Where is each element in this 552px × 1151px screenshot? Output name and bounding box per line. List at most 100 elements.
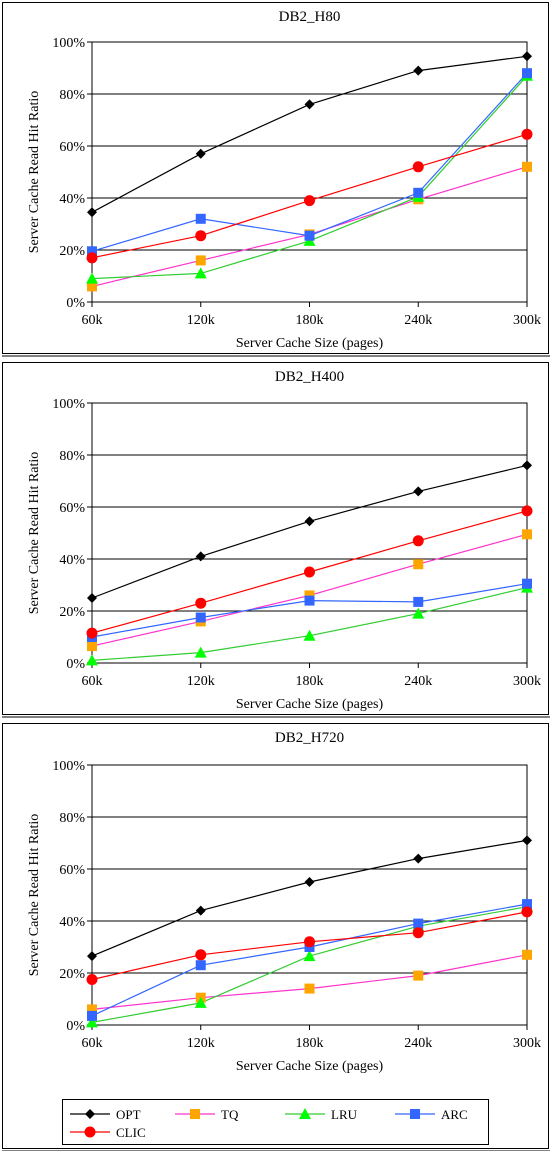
x-tick-label: 60k [82, 674, 103, 689]
chart-panel-2: 0% 20% 40% 60% 80% 100% 60k 120k 180k 240k 300k DB2… [2, 362, 550, 718]
legend-item-opt: OPT [70, 1107, 141, 1122]
chart-panel-1: 0% 20% 40% 60% 80% 100% 60k 120k 180k 240k 300k DB2… [2, 2, 550, 357]
data-point-opt [87, 593, 97, 603]
data-point-arc [195, 960, 206, 971]
y-tick-label: 60% [59, 501, 85, 516]
data-point-clic [521, 906, 533, 918]
data-point-opt [87, 207, 97, 218]
legend-label: ARC [441, 1107, 468, 1122]
data-point-arc [522, 578, 532, 589]
series-line [91, 464, 528, 599]
y-axis-label: Server Cache Read Hit Ratio [27, 814, 42, 977]
x-axis-label: Server Cache Size (pages) [236, 336, 384, 351]
series-line [91, 533, 528, 647]
x-axis-label: Server Cache Size (pages) [236, 1059, 384, 1074]
y-tick-label: 100% [52, 36, 85, 51]
series-markers-opt [87, 51, 532, 218]
data-point-lru [303, 950, 316, 962]
data-point-clic [195, 230, 207, 242]
x-tick-label: 120k [187, 313, 215, 328]
data-point-lru [86, 1016, 98, 1028]
data-point-lru [86, 272, 98, 284]
data-point-tq [195, 255, 206, 266]
series-line [91, 954, 528, 1010]
series-markers-lru [86, 581, 533, 666]
x-tick-label: 180k [296, 313, 324, 328]
data-point-tq [522, 529, 532, 540]
plot-area [91, 41, 528, 303]
data-point-opt [304, 516, 315, 527]
data-point-opt [195, 148, 206, 159]
y-tick-label: 40% [59, 192, 85, 207]
data-point-lru [194, 996, 207, 1008]
data-point-opt [522, 835, 532, 846]
legend-item-tq: TQ [175, 1107, 239, 1122]
y-tick-label: 80% [59, 88, 85, 103]
data-point-clic [521, 505, 533, 517]
y-axis-label: Server Cache Read Hit Ratio [27, 91, 42, 254]
data-point-arc [413, 596, 424, 607]
y-tick-label: 0% [66, 657, 85, 672]
y-tick-label: 80% [59, 449, 85, 464]
series-line [91, 166, 528, 287]
chart-title: DB2_H80 [279, 9, 341, 25]
legend: OPT TQ LRU ARC CLIC [62, 1099, 489, 1145]
series-tq [91, 166, 528, 287]
legend-label: OPT [116, 1107, 141, 1122]
data-point-clic [304, 195, 315, 207]
data-point-clic [195, 597, 207, 609]
data-point-tq [87, 641, 97, 652]
y-axis-label: Server Cache Read Hit Ratio [27, 452, 42, 615]
data-point-opt [522, 51, 532, 62]
legend-item-arc: ARC [395, 1107, 468, 1122]
chart-title: DB2_H720 [275, 730, 344, 746]
data-point-clic [86, 627, 98, 639]
data-point-tq [304, 983, 315, 994]
legend-marker [85, 1109, 95, 1119]
data-point-clic [195, 949, 207, 961]
legend-item-lru: LRU [285, 1107, 358, 1122]
data-point-lru [194, 267, 207, 279]
x-tick-label: 240k [404, 1036, 432, 1051]
data-point-opt [413, 65, 424, 76]
x-tick-label: 60k [82, 313, 103, 328]
x-tick-label: 240k [404, 313, 432, 328]
y-tick-label: 0% [66, 296, 85, 311]
data-point-lru [412, 607, 425, 619]
series-opt [91, 464, 528, 599]
legend-label: CLIC [116, 1125, 146, 1140]
data-point-clic [304, 936, 315, 948]
data-point-tq [413, 970, 424, 981]
data-point-clic [412, 161, 424, 173]
legend-marker [84, 1126, 96, 1138]
y-tick-label: 20% [59, 244, 85, 259]
data-point-tq [522, 161, 532, 172]
data-point-lru [303, 629, 316, 641]
legend-label: LRU [331, 1107, 358, 1122]
y-tick-label: 100% [52, 759, 85, 774]
series-markers-arc [87, 68, 532, 257]
x-tick-label: 120k [187, 1036, 215, 1051]
data-point-clic [86, 974, 98, 985]
x-tick-label: 300k [513, 674, 541, 689]
y-tick-label: 40% [59, 553, 85, 568]
data-point-arc [304, 595, 315, 606]
y-tick-label: 60% [59, 140, 85, 155]
data-point-clic [412, 927, 424, 939]
x-tick-label: 300k [513, 1036, 541, 1051]
x-axis-label: Server Cache Size (pages) [236, 697, 384, 712]
data-point-lru [86, 654, 98, 666]
legend-marker [190, 1109, 200, 1119]
x-tick-label: 180k [296, 1036, 324, 1051]
x-tick-label: 300k [513, 313, 541, 328]
data-point-arc [413, 918, 424, 929]
legend-marker [410, 1109, 420, 1119]
data-point-clic [304, 566, 315, 578]
legend-item-clic: CLIC [70, 1125, 146, 1140]
panel-frame [2, 723, 549, 1149]
x-tick-label: 180k [296, 674, 324, 689]
data-point-arc [522, 899, 532, 910]
y-tick-label: 60% [59, 863, 85, 878]
y-tick-label: 20% [59, 967, 85, 982]
y-tick-label: 40% [59, 915, 85, 930]
